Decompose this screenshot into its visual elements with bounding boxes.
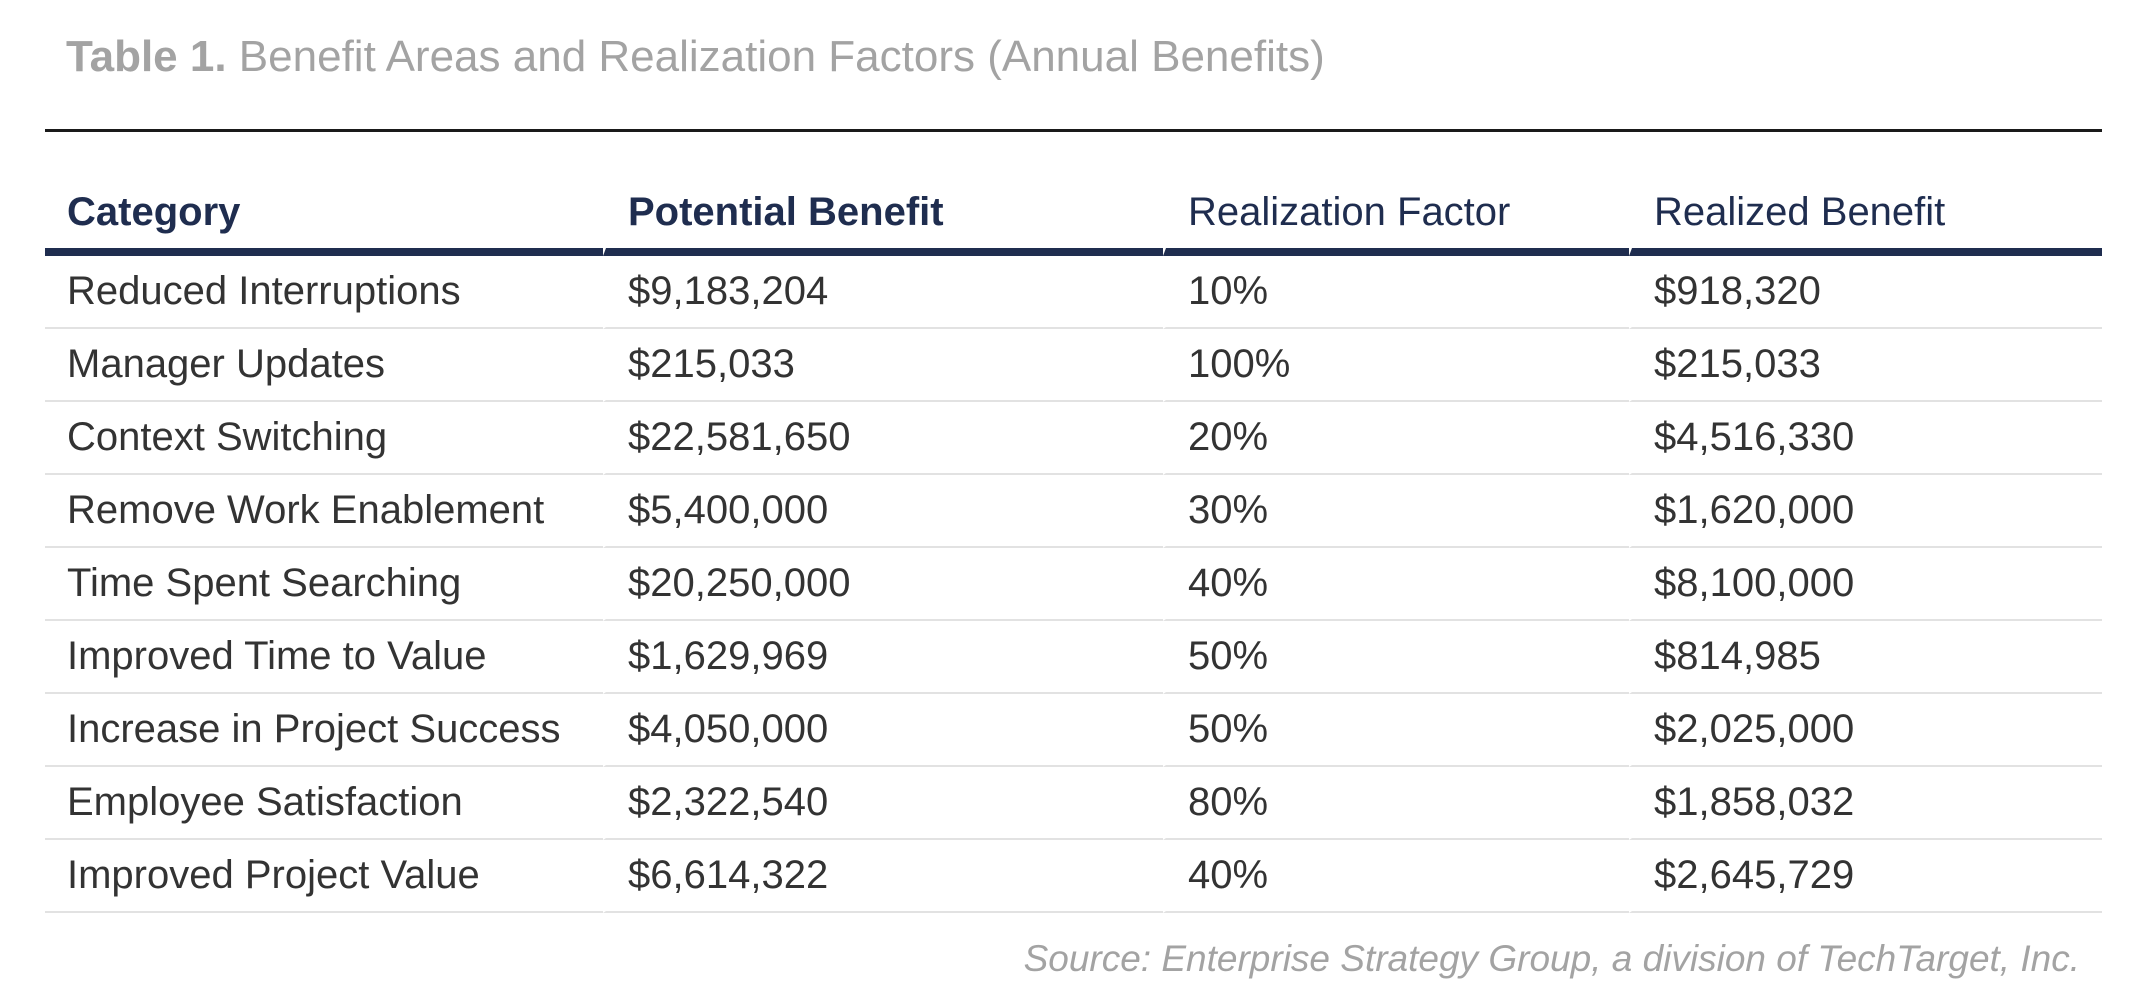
cell-potential-benefit: $5,400,000 (603, 475, 1163, 548)
table-row: Increase in Project Success $4,050,000 5… (45, 694, 2102, 767)
cell-realization-factor: 80% (1163, 767, 1629, 840)
cell-category: Increase in Project Success (45, 694, 603, 767)
table-row: Time Spent Searching $20,250,000 40% $8,… (45, 548, 2102, 621)
cell-realization-factor: 20% (1163, 402, 1629, 475)
cell-category: Manager Updates (45, 329, 603, 402)
cell-realization-factor: 50% (1163, 694, 1629, 767)
cell-category: Improved Time to Value (45, 621, 603, 694)
cell-realized-benefit: $1,620,000 (1629, 475, 2102, 548)
cell-category: Remove Work Enablement (45, 475, 603, 548)
header-row: Category Potential Benefit Realization F… (45, 176, 2102, 256)
header-category: Category (45, 176, 603, 256)
source-note: Source: Enterprise Strategy Group, a div… (1023, 938, 2080, 979)
cell-category: Employee Satisfaction (45, 767, 603, 840)
cell-category: Time Spent Searching (45, 548, 603, 621)
cell-potential-benefit: $22,581,650 (603, 402, 1163, 475)
cell-potential-benefit: $6,614,322 (603, 840, 1163, 913)
cell-category: Reduced Interruptions (45, 256, 603, 329)
table-row: Context Switching $22,581,650 20% $4,516… (45, 402, 2102, 475)
cell-realized-benefit: $4,516,330 (1629, 402, 2102, 475)
header-potential-benefit: Potential Benefit (603, 176, 1163, 256)
header-realized-benefit: Realized Benefit (1629, 176, 2102, 256)
cell-realization-factor: 100% (1163, 329, 1629, 402)
table-row: Improved Project Value $6,614,322 40% $2… (45, 840, 2102, 913)
cell-category: Context Switching (45, 402, 603, 475)
table-header: Category Potential Benefit Realization F… (45, 176, 2102, 256)
cell-realized-benefit: $8,100,000 (1629, 548, 2102, 621)
cell-realized-benefit: $2,025,000 (1629, 694, 2102, 767)
top-rule-divider (45, 129, 2102, 132)
cell-realization-factor: 30% (1163, 475, 1629, 548)
table-row: Improved Time to Value $1,629,969 50% $8… (45, 621, 2102, 694)
cell-category: Improved Project Value (45, 840, 603, 913)
table-body: Reduced Interruptions $9,183,204 10% $91… (45, 256, 2102, 913)
table-row: Manager Updates $215,033 100% $215,033 (45, 329, 2102, 402)
header-realization-factor: Realization Factor (1163, 176, 1629, 256)
cell-potential-benefit: $1,629,969 (603, 621, 1163, 694)
cell-potential-benefit: $9,183,204 (603, 256, 1163, 329)
cell-realization-factor: 10% (1163, 256, 1629, 329)
cell-realization-factor: 50% (1163, 621, 1629, 694)
cell-realization-factor: 40% (1163, 548, 1629, 621)
table-row: Reduced Interruptions $9,183,204 10% $91… (45, 256, 2102, 329)
table-row: Employee Satisfaction $2,322,540 80% $1,… (45, 767, 2102, 840)
benefits-table: Category Potential Benefit Realization F… (45, 176, 2102, 913)
cell-potential-benefit: $4,050,000 (603, 694, 1163, 767)
cell-realized-benefit: $1,858,032 (1629, 767, 2102, 840)
cell-realized-benefit: $2,645,729 (1629, 840, 2102, 913)
cell-potential-benefit: $215,033 (603, 329, 1163, 402)
cell-realized-benefit: $814,985 (1629, 621, 2102, 694)
cell-potential-benefit: $20,250,000 (603, 548, 1163, 621)
table-row: Remove Work Enablement $5,400,000 30% $1… (45, 475, 2102, 548)
caption-title: Benefit Areas and Realization Factors (A… (226, 32, 1325, 81)
cell-potential-benefit: $2,322,540 (603, 767, 1163, 840)
cell-realization-factor: 40% (1163, 840, 1629, 913)
caption-label: Table 1. (66, 32, 227, 81)
cell-realized-benefit: $215,033 (1629, 329, 2102, 402)
cell-realized-benefit: $918,320 (1629, 256, 2102, 329)
table-caption: Table 1. Benefit Areas and Realization F… (66, 32, 1325, 82)
